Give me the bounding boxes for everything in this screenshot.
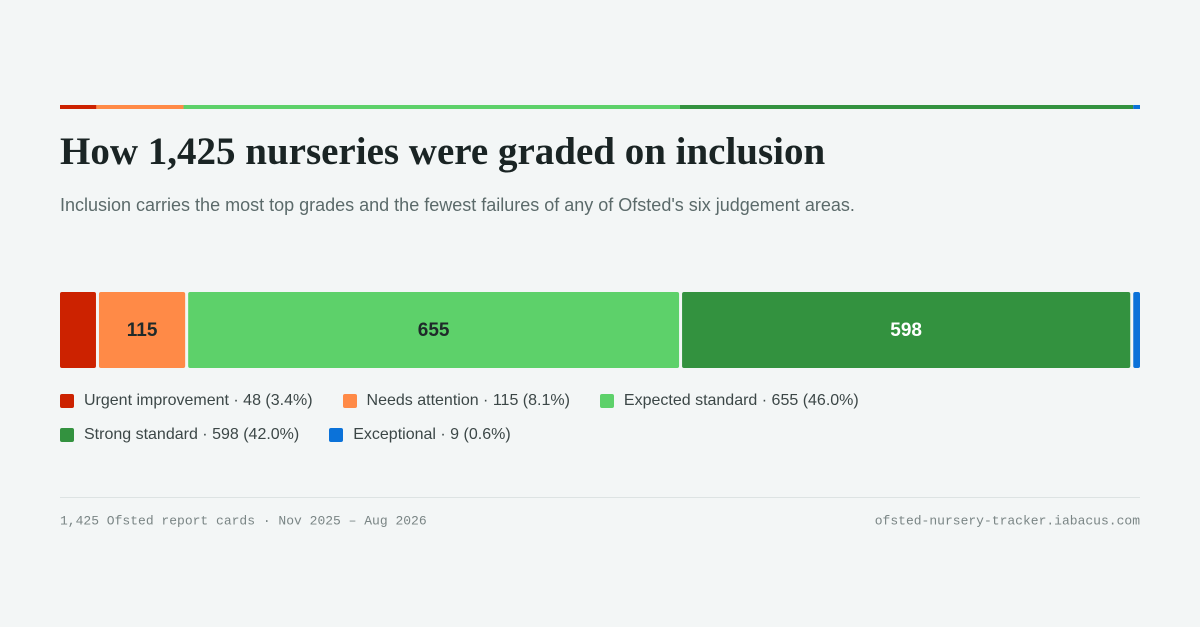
top-stripe-segment — [60, 105, 97, 109]
legend-label: Expected standard · 655 (46.0%) — [623, 392, 859, 409]
bar-segment — [60, 292, 96, 368]
source: ofsted-nursery-tracker.iabacus.com — [875, 513, 1140, 528]
chart-subtitle: Inclusion carries the most top grades an… — [60, 195, 855, 215]
legend-swatch — [60, 394, 74, 408]
legend: Urgent improvement · 48 (3.4%) Needs atte… — [60, 390, 940, 446]
top-stripe-segment — [183, 105, 680, 109]
legend-label: Urgent improvement · 48 (3.4%) — [84, 392, 313, 409]
bar-segment — [188, 292, 680, 368]
legend-item: Urgent improvement · 48 (3.4%) — [60, 390, 313, 412]
data-label: 115 — [127, 320, 158, 341]
legend-swatch — [329, 428, 344, 442]
legend-swatch — [60, 428, 74, 442]
legend-item: Strong standard · 598 (42.0%) — [60, 424, 299, 446]
data-label: 655 — [418, 320, 450, 341]
legend-item: Needs attention · 115 (8.1%) — [342, 390, 570, 412]
chart-title: How 1,425 nurseries were graded on inclu… — [60, 130, 826, 173]
legend-swatch — [599, 394, 614, 408]
legend-item: Exceptional · 9 (0.6%) — [329, 424, 511, 446]
top-stripe-segment — [679, 105, 1134, 109]
legend-swatch — [342, 394, 357, 408]
legend-label: Exceptional · 9 (0.6%) — [353, 426, 511, 443]
bar-segment — [682, 292, 1131, 368]
footnote: 1,425 Ofsted report cards · Nov 2025 – A… — [60, 513, 427, 528]
legend-item: Expected standard · 655 (46.0%) — [599, 390, 859, 412]
bar-segment — [1133, 292, 1140, 368]
legend-label: Needs attention · 115 (8.1%) — [366, 392, 570, 409]
data-label: 598 — [890, 320, 922, 341]
top-stripe-segment — [96, 105, 184, 109]
top-stripe-segment — [1133, 105, 1140, 109]
legend-label: Strong standard · 598 (42.0%) — [84, 426, 300, 443]
bar-segment — [98, 292, 186, 368]
